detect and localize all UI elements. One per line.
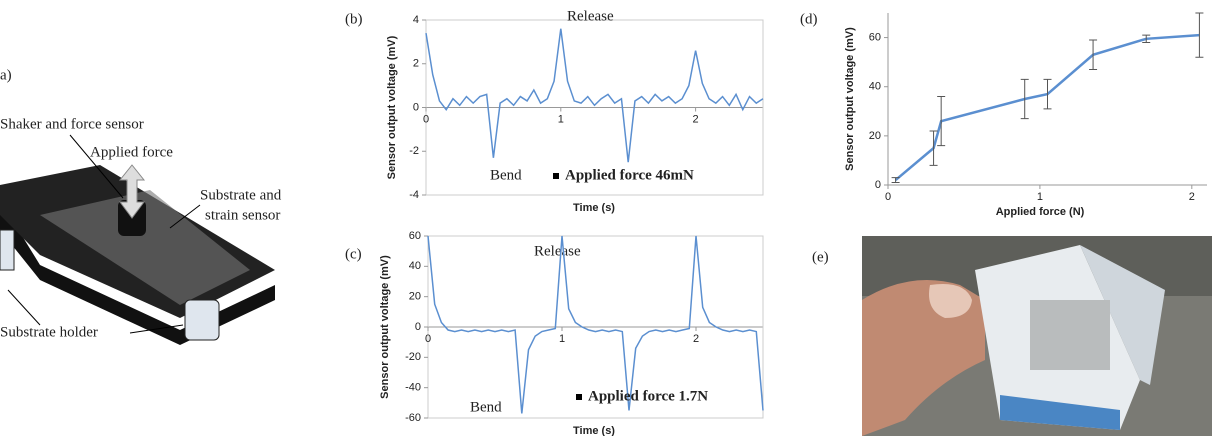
panel-label: (d) [800, 11, 818, 27]
x-tick-label: 1 [1037, 191, 1043, 203]
y-tick-label: -40 [405, 382, 421, 394]
chart: (c) -60 -40 -20 0 20 40 60 0 1 2 Time (s) Sensor out… [345, 230, 764, 436]
x-tick-label: 2 [693, 113, 699, 125]
y-tick-label: 0 [875, 179, 881, 191]
y-tick-label: 60 [409, 230, 421, 242]
force-arrow [118, 164, 146, 219]
diagram-label: strain sensor [205, 207, 280, 223]
panel-label: (e) [812, 249, 829, 265]
y-axis-title: Sensor output voltage (mV) [386, 35, 398, 179]
film-fold [1080, 245, 1165, 385]
panel-label: a) [0, 67, 12, 83]
diagram-label: Shaker and force sensor [0, 116, 144, 132]
x-tick-label: 1 [558, 113, 564, 125]
leader-line [7, 289, 41, 326]
y-tick-label: -4 [409, 189, 419, 201]
error-bar [937, 96, 946, 147]
y-tick-label: 2 [413, 58, 419, 70]
holder-right [184, 299, 220, 341]
holder-left [0, 229, 15, 271]
x-tick-label: 1 [559, 333, 565, 345]
sensor-area [1030, 300, 1110, 370]
x-tick-label: 0 [425, 333, 431, 345]
legend-label: Applied force 46mN [565, 167, 694, 183]
beam-side [0, 200, 275, 345]
annotation: Bend [490, 167, 522, 183]
error-bar [1043, 78, 1052, 110]
error-bar [1089, 39, 1098, 71]
beam-highlight [40, 190, 250, 305]
error-bar [1195, 12, 1204, 58]
chart: (b) -4 -2 0 2 4 0 1 2 Time (s) Sensor output volta… [345, 8, 764, 214]
photo: (e) [812, 236, 1212, 436]
y-tick-label: 4 [413, 14, 419, 26]
y-tick-label: 0 [413, 101, 419, 113]
y-tick-label: 40 [409, 260, 421, 272]
leader-line [129, 324, 184, 334]
y-tick-label: 40 [869, 81, 881, 93]
y-tick-label: 60 [869, 31, 881, 43]
x-tick-label: 0 [885, 191, 891, 203]
data-line [894, 33, 1200, 182]
leader-line [69, 134, 124, 199]
error-bar [1142, 34, 1151, 43]
chart: (d) 0 20 40 60 0 1 2 Applied force (N) Sensor out… [800, 11, 1207, 218]
x-tick-label: 2 [1189, 191, 1195, 203]
error-bar [891, 177, 900, 184]
x-tick-label: 2 [693, 333, 699, 345]
legend-label: Applied force 1.7N [588, 388, 708, 404]
error-bar [929, 130, 938, 166]
y-axis-title: Sensor output voltage (mV) [379, 255, 391, 399]
data-line [425, 28, 764, 163]
diagram-label: Applied force [90, 144, 173, 160]
x-tick-label: 0 [423, 113, 429, 125]
x-axis-title: Applied force (N) [996, 206, 1085, 218]
panel-label: (c) [345, 246, 362, 262]
error-bar [1020, 78, 1029, 120]
data-line [427, 235, 764, 414]
y-tick-label: 20 [869, 130, 881, 142]
diagram: a) Shaker and force sensor Applied force… [0, 67, 282, 345]
panel-label: (b) [345, 11, 363, 27]
leader-line [169, 204, 201, 229]
thumbnail [929, 284, 972, 318]
legend-marker [553, 173, 559, 179]
y-tick-label: -60 [405, 412, 421, 424]
blue-stripe [1000, 395, 1120, 430]
annotation: Release [534, 243, 581, 259]
annotation: Release [567, 8, 614, 24]
y-tick-label: 0 [415, 321, 421, 333]
y-axis-title: Sensor output voltage (mV) [844, 27, 856, 171]
diagram-label: Substrate holder [0, 324, 98, 340]
diagram-label: Substrate and [200, 187, 282, 203]
legend-marker [576, 394, 582, 400]
x-axis-title: Time (s) [573, 425, 615, 436]
y-tick-label: -2 [409, 145, 419, 157]
y-tick-label: 20 [409, 291, 421, 303]
annotation: Bend [470, 399, 502, 415]
hand [862, 280, 985, 436]
x-axis-title: Time (s) [573, 202, 615, 214]
y-tick-label: -20 [405, 351, 421, 363]
